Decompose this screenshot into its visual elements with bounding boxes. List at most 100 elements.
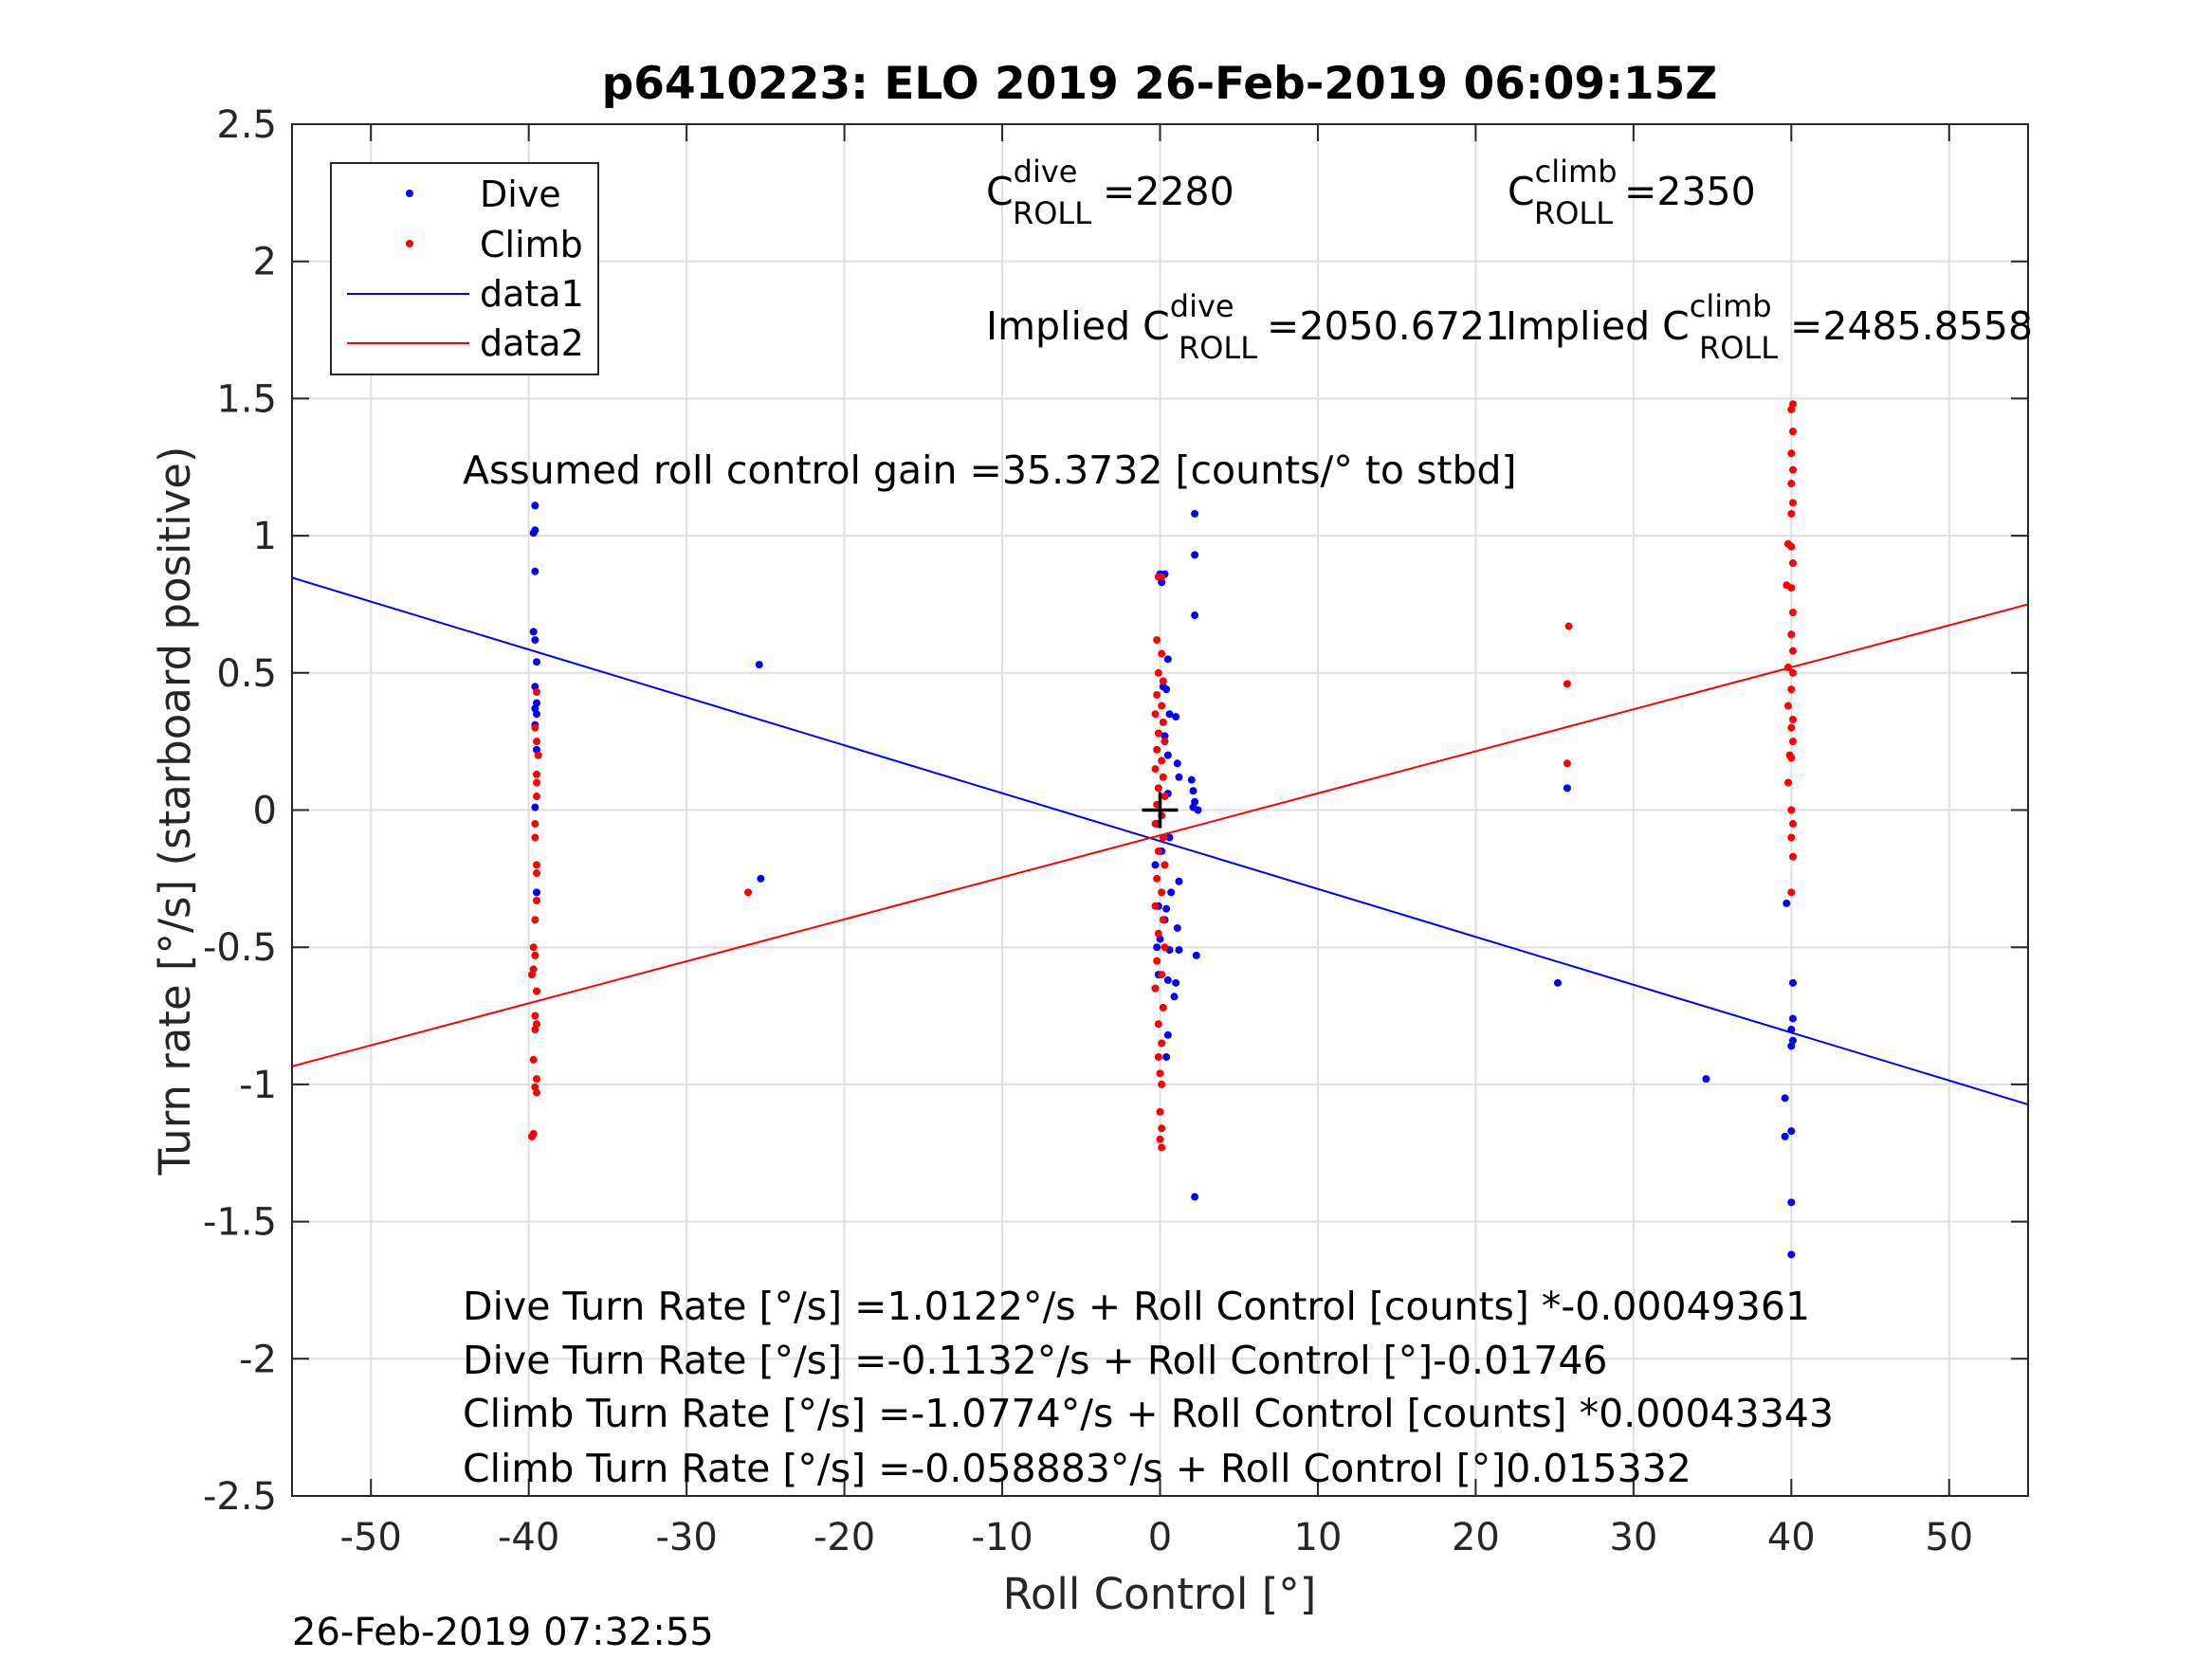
x-tick-label: 20 bbox=[1452, 1516, 1500, 1559]
dive-point bbox=[1191, 611, 1199, 620]
dive-point bbox=[1175, 877, 1183, 885]
c-roll-dive-subscript: ROLL bbox=[1013, 195, 1091, 231]
legend-climb-marker bbox=[406, 240, 413, 247]
climb-point bbox=[1158, 1124, 1166, 1133]
dive-point bbox=[1189, 787, 1197, 795]
climb-point bbox=[1154, 1020, 1162, 1029]
dive-point bbox=[531, 501, 539, 510]
dive-point bbox=[1163, 975, 1172, 984]
climb-point bbox=[1787, 723, 1796, 732]
dive-equation-counts: Dive Turn Rate [°/s] =1.0122°/s + Roll C… bbox=[463, 1284, 1810, 1329]
climb-point bbox=[533, 770, 541, 778]
c-roll-climb-subscript: ROLL bbox=[1534, 195, 1613, 231]
y-tick-label: 2 bbox=[253, 241, 277, 284]
x-tick-labels: -50 -40 -30 -20 -10 0 10 20 30 40 50 bbox=[340, 1516, 1974, 1559]
dive-point bbox=[529, 628, 538, 636]
climb-point bbox=[1788, 465, 1797, 474]
climb-point bbox=[533, 869, 541, 878]
climb-point bbox=[1153, 957, 1161, 965]
y-tick-label: 1.5 bbox=[216, 377, 277, 421]
climb-point bbox=[1154, 668, 1162, 677]
climb-point bbox=[1161, 943, 1169, 952]
dive-point bbox=[1172, 713, 1180, 721]
climb-point bbox=[1153, 745, 1161, 754]
dive-point bbox=[755, 661, 763, 669]
scatter-points bbox=[528, 400, 1797, 1259]
x-tick-label: 50 bbox=[1925, 1516, 1973, 1559]
climb-point bbox=[1787, 685, 1796, 694]
x-tick-label: -50 bbox=[340, 1516, 402, 1559]
climb-point bbox=[1156, 1069, 1164, 1078]
climb-point bbox=[1788, 738, 1797, 746]
climb-point bbox=[533, 688, 541, 697]
climb-point bbox=[1788, 668, 1797, 677]
dive-point bbox=[1787, 1198, 1796, 1207]
climb-point bbox=[531, 819, 539, 828]
climb-point bbox=[1788, 499, 1797, 507]
dive-point bbox=[1163, 1030, 1172, 1039]
y-tick-labels: -2.5 -2 -1.5 -1 -0.5 0 0.5 1 1.5 2 2.5 bbox=[203, 103, 277, 1519]
dive-point bbox=[1161, 732, 1169, 740]
x-tick-label: 10 bbox=[1294, 1516, 1343, 1559]
climb-point bbox=[1161, 861, 1169, 869]
dive-point bbox=[1151, 861, 1160, 869]
dive-point bbox=[529, 529, 538, 538]
dive-point bbox=[1788, 978, 1797, 987]
dive-equation-degrees: Dive Turn Rate [°/s] =-0.1132°/s + Roll … bbox=[463, 1338, 1608, 1383]
climb-point bbox=[533, 793, 541, 801]
climb-point bbox=[744, 888, 753, 897]
dive-point bbox=[1563, 784, 1571, 793]
climb-point bbox=[1161, 738, 1169, 746]
climb-point bbox=[533, 987, 541, 995]
climb-point bbox=[1158, 1039, 1166, 1048]
dive-point bbox=[1194, 806, 1202, 814]
c-roll-climb-label: Cclimb bbox=[1508, 154, 1618, 214]
legend: Dive Climb data1 data2 bbox=[330, 162, 599, 375]
x-axis-label: Roll Control [°] bbox=[1003, 1569, 1317, 1619]
climb-point bbox=[1158, 888, 1166, 897]
legend-data1-label: data1 bbox=[480, 273, 584, 315]
x-tick-label: -30 bbox=[655, 1516, 717, 1559]
fit-line-data1 bbox=[292, 576, 2028, 1105]
dive-point bbox=[1782, 899, 1791, 907]
climb-point bbox=[1787, 405, 1796, 413]
climb-point bbox=[1787, 806, 1796, 814]
climb-point bbox=[1156, 1107, 1164, 1116]
climb-point bbox=[1153, 636, 1161, 645]
climb-point bbox=[1159, 833, 1167, 842]
implied-c-roll-climb-label: Implied Cclimb bbox=[1506, 288, 1772, 349]
climb-point bbox=[1788, 819, 1797, 828]
climb-point bbox=[1154, 847, 1162, 855]
climb-point bbox=[1159, 677, 1167, 685]
dive-point bbox=[1191, 1193, 1199, 1201]
climb-point bbox=[1787, 888, 1796, 897]
climb-point bbox=[1158, 649, 1166, 658]
legend-box bbox=[330, 162, 599, 375]
y-tick-label: -1 bbox=[239, 1064, 277, 1107]
implied-c-roll-climb-value: =2485.8558 bbox=[1790, 303, 2033, 349]
y-tick-label: 0 bbox=[253, 790, 277, 833]
dive-point bbox=[1165, 710, 1174, 719]
dive-point bbox=[1787, 1042, 1796, 1050]
dive-point bbox=[1158, 578, 1166, 587]
c-roll-climb-value: =2350 bbox=[1624, 169, 1756, 214]
climb-point bbox=[533, 861, 541, 869]
climb-point bbox=[1158, 573, 1166, 581]
dive-point bbox=[1788, 1014, 1797, 1023]
climb-point bbox=[1159, 1003, 1167, 1012]
climb-point bbox=[1563, 759, 1571, 768]
chart-title: p6410223: ELO 2019 26-Feb-2019 06:09:15Z bbox=[602, 58, 1718, 110]
timestamp: 26-Feb-2019 07:32:55 bbox=[292, 1611, 714, 1654]
climb-point bbox=[1788, 647, 1797, 655]
climb-point bbox=[1787, 449, 1796, 458]
climb-point bbox=[531, 916, 539, 924]
dive-point bbox=[533, 710, 541, 719]
dive-point bbox=[1192, 951, 1200, 959]
climb-point bbox=[1151, 765, 1160, 774]
climb-point bbox=[1564, 622, 1573, 630]
climb-point bbox=[1788, 559, 1797, 568]
climb-point bbox=[531, 951, 539, 959]
climb-point bbox=[531, 723, 539, 732]
y-tick-label: -2.5 bbox=[203, 1475, 277, 1519]
